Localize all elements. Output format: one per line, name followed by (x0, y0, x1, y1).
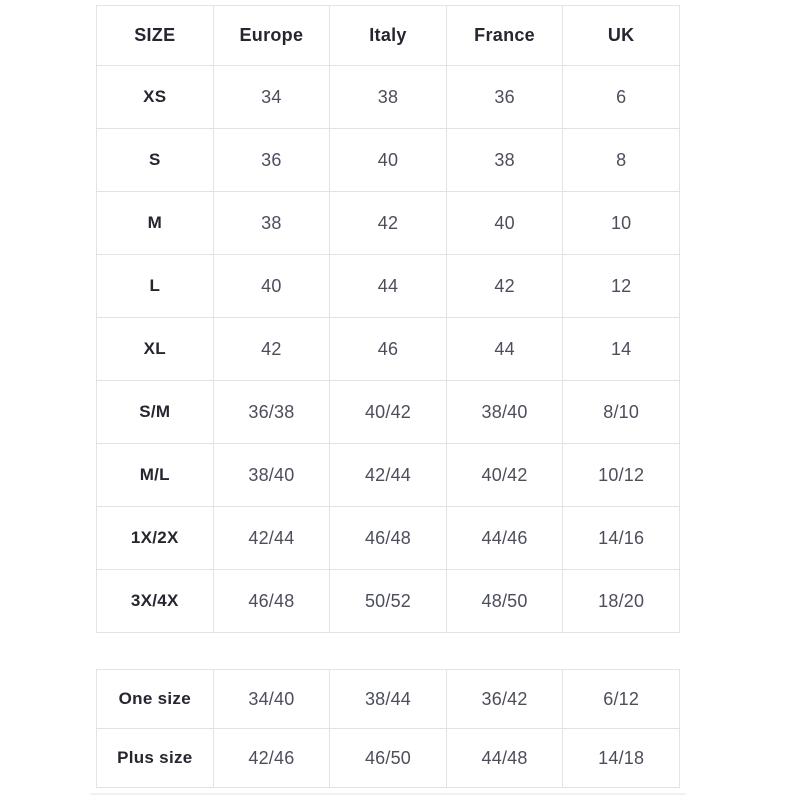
size-value-cell: 46/48 (212, 569, 331, 633)
special-size-table: One size 34/40 38/44 36/42 6/12 Plus siz… (96, 669, 680, 788)
size-value-cell: 12 (562, 254, 680, 318)
size-value-cell: 38/44 (329, 669, 447, 729)
table-row: One size 34/40 38/44 36/42 6/12 (96, 669, 680, 729)
table-row: Plus size 42/46 46/50 44/48 14/18 (96, 728, 680, 788)
col-header-europe: Europe (212, 5, 331, 66)
size-value-cell: 18/20 (562, 569, 680, 633)
size-value-cell: 48/50 (445, 569, 564, 633)
size-value-cell: 44/46 (445, 506, 564, 570)
table-bottom-scroll-track (90, 793, 686, 795)
size-value-cell: 42/44 (212, 506, 331, 570)
size-value-cell: 34/40 (212, 669, 331, 729)
size-value-cell: 14/18 (562, 728, 680, 788)
size-value-cell: 40/42 (445, 443, 564, 507)
size-label-cell: 1X/2X (96, 506, 214, 570)
col-header-france: France (445, 5, 564, 66)
size-value-cell: 42 (329, 191, 447, 255)
size-value-cell: 38/40 (212, 443, 331, 507)
table-row: XL 42 46 44 14 (96, 317, 680, 381)
size-value-cell: 10/12 (562, 443, 680, 507)
table-row: S/M 36/38 40/42 38/40 8/10 (96, 380, 680, 444)
size-value-cell: 40/42 (329, 380, 447, 444)
size-label-cell: S/M (96, 380, 214, 444)
size-value-cell: 40 (329, 128, 447, 192)
table-row: L 40 44 42 12 (96, 254, 680, 318)
size-value-cell: 42 (212, 317, 331, 381)
size-value-cell: 46/50 (329, 728, 447, 788)
size-label-cell: One size (96, 669, 214, 729)
size-value-cell: 38 (329, 65, 447, 129)
size-value-cell: 50/52 (329, 569, 447, 633)
table-row: M/L 38/40 42/44 40/42 10/12 (96, 443, 680, 507)
size-value-cell: 38 (445, 128, 564, 192)
size-value-cell: 14/16 (562, 506, 680, 570)
table-row: S 36 40 38 8 (96, 128, 680, 192)
size-value-cell: 34 (212, 65, 331, 129)
size-value-cell: 44 (329, 254, 447, 318)
size-value-cell: 6/12 (562, 669, 680, 729)
size-value-cell: 36 (445, 65, 564, 129)
size-label-cell: M/L (96, 443, 214, 507)
size-label-cell: XL (96, 317, 214, 381)
size-value-cell: 42 (445, 254, 564, 318)
table-row: 1X/2X 42/44 46/48 44/46 14/16 (96, 506, 680, 570)
size-value-cell: 40 (445, 191, 564, 255)
size-value-cell: 6 (562, 65, 680, 129)
size-value-cell: 36/38 (212, 380, 331, 444)
col-header-uk: UK (562, 5, 680, 66)
size-value-cell: 36/42 (445, 669, 564, 729)
size-value-cell: 42/46 (212, 728, 331, 788)
size-conversion-table: SIZE Europe Italy France UK XS 34 38 36 … (96, 5, 680, 633)
size-label-cell: S (96, 128, 214, 192)
size-value-cell: 42/44 (329, 443, 447, 507)
table-row: M 38 42 40 10 (96, 191, 680, 255)
size-value-cell: 44/48 (445, 728, 564, 788)
size-label-cell: L (96, 254, 214, 318)
size-value-cell: 8 (562, 128, 680, 192)
size-value-cell: 40 (212, 254, 331, 318)
table-row: 3X/4X 46/48 50/52 48/50 18/20 (96, 569, 680, 633)
col-header-italy: Italy (329, 5, 447, 66)
size-value-cell: 46/48 (329, 506, 447, 570)
size-value-cell: 14 (562, 317, 680, 381)
size-value-cell: 8/10 (562, 380, 680, 444)
table-row: XS 34 38 36 6 (96, 65, 680, 129)
size-value-cell: 38/40 (445, 380, 564, 444)
size-label-cell: XS (96, 65, 214, 129)
size-label-cell: 3X/4X (96, 569, 214, 633)
size-label-cell: Plus size (96, 728, 214, 788)
col-header-size: SIZE (96, 5, 214, 66)
size-value-cell: 36 (212, 128, 331, 192)
size-value-cell: 44 (445, 317, 564, 381)
size-value-cell: 10 (562, 191, 680, 255)
size-value-cell: 38 (212, 191, 331, 255)
table-header-row: SIZE Europe Italy France UK (96, 5, 680, 66)
size-label-cell: M (96, 191, 214, 255)
size-value-cell: 46 (329, 317, 447, 381)
